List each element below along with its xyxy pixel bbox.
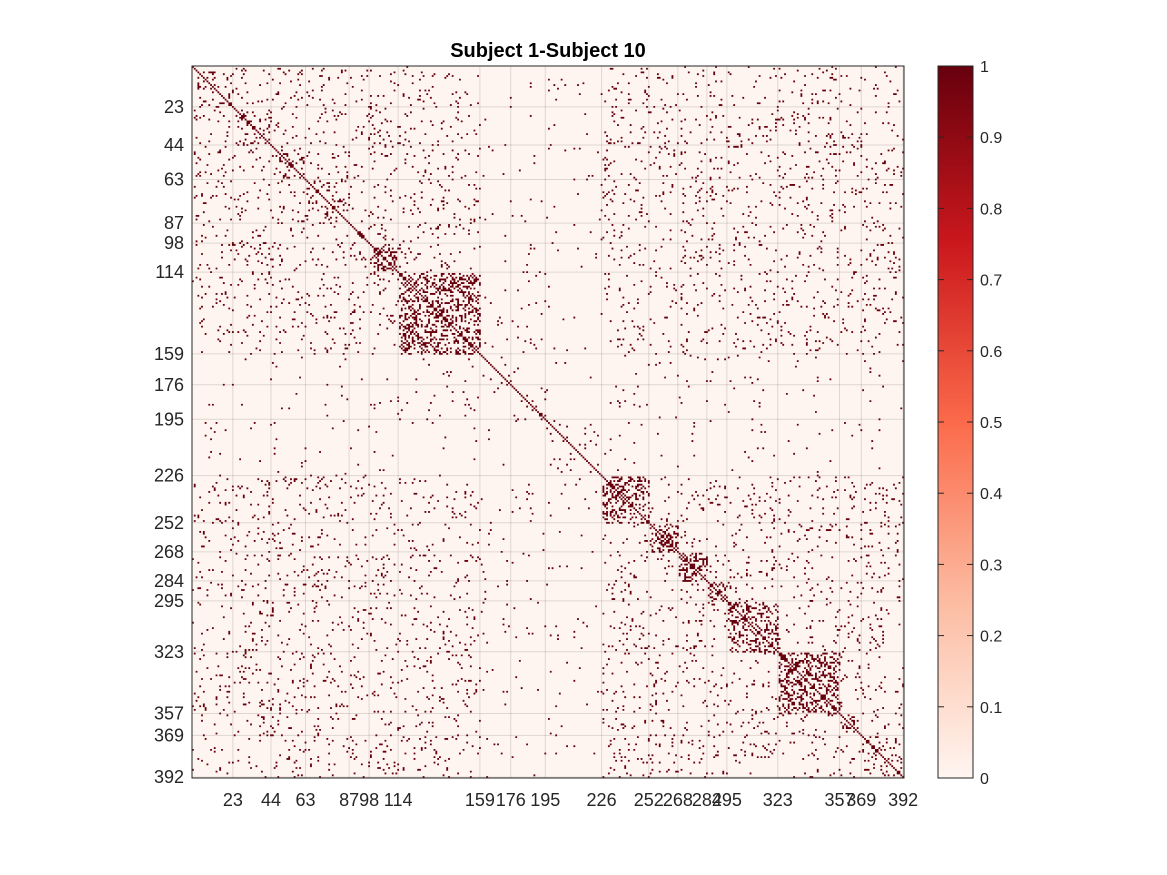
y-tick-label: 98	[164, 233, 184, 253]
colorbar-tick-label: 0.2	[980, 629, 1002, 646]
colorbar-tick-label: 0.9	[980, 130, 1002, 147]
x-tick-label: 159	[465, 790, 495, 810]
colorbar-ticks: 0 0.1 0.2 0.3 0.4 0.5 0.6 0.7 0.8 0.9 1	[938, 59, 1002, 788]
y-tick-label: 226	[154, 466, 184, 486]
colorbar-tick-label: 0.8	[980, 201, 1002, 218]
x-tick-label: 252	[634, 790, 664, 810]
y-tick-label: 87	[164, 213, 184, 233]
y-tick-label: 23	[164, 97, 184, 117]
y-tick-label: 284	[154, 571, 184, 591]
y-tick-label: 357	[154, 704, 184, 724]
x-tick-label: 226	[587, 790, 617, 810]
y-tick-label: 44	[164, 135, 184, 155]
x-tick-label: 176	[496, 790, 526, 810]
colorbar-tick-label: 0.4	[980, 486, 1002, 503]
heatmap-marks	[192, 66, 904, 778]
colorbar-tick-label: 1	[980, 59, 989, 76]
x-tick-label: 392	[888, 790, 918, 810]
x-tick-label: 87	[339, 790, 359, 810]
x-tick-label: 23	[223, 790, 243, 810]
colorbar-tick-label: 0.3	[980, 557, 1002, 574]
colorbar-tick-label: 0.1	[980, 700, 1002, 717]
y-tick-label: 114	[155, 262, 184, 282]
x-tick-label: 44	[261, 790, 281, 810]
plot-frame	[191, 65, 905, 779]
x-tick-label: 114	[384, 790, 413, 810]
y-tick-label: 295	[154, 591, 184, 611]
y-tick-label: 369	[154, 725, 184, 745]
x-tick-label: 357	[824, 790, 854, 810]
x-tick-label: 295	[712, 790, 742, 810]
x-tick-label: 369	[846, 790, 876, 810]
colorbar-tick-label: 0.5	[980, 415, 1002, 432]
y-tick-label: 195	[154, 409, 184, 429]
y-tick-label: 252	[154, 513, 184, 533]
colorbar-tick-label: 0	[980, 771, 989, 788]
y-tick-label: 392	[154, 767, 184, 787]
heatmap-cells	[192, 66, 904, 778]
x-tick-label: 268	[663, 790, 693, 810]
x-tick-label: 323	[763, 790, 793, 810]
x-tick-label: 63	[296, 790, 316, 810]
chart-title: Subject 1-Subject 10	[450, 40, 646, 62]
y-tick-label: 323	[154, 642, 184, 662]
y-tick-label: 268	[154, 542, 184, 562]
y-tick-label: 159	[154, 344, 184, 364]
x-tick-label: 98	[359, 790, 379, 810]
y-tick-label: 176	[154, 375, 184, 395]
x-tick-label: 195	[530, 790, 560, 810]
colorbar-tick-label: 0.7	[980, 273, 1002, 290]
colorbar-tick-label: 0.6	[980, 344, 1002, 361]
x-tick-label: 284	[692, 790, 722, 810]
y-tick-label: 63	[164, 170, 184, 190]
grid-lines	[192, 66, 904, 778]
